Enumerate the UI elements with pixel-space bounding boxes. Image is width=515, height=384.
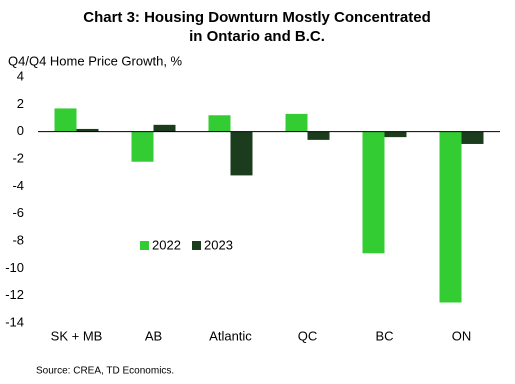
x-tick-label: BC [375, 328, 393, 343]
chart-title: Chart 3: Housing Downturn Mostly Concent… [83, 9, 431, 26]
y-tick-label: 2 [17, 96, 24, 111]
y-tick-label: -14 [5, 314, 24, 329]
bar [54, 108, 77, 132]
x-tick-label: ON [452, 328, 472, 343]
bar [461, 131, 484, 144]
x-tick-label: SK + MB [51, 328, 103, 343]
x-tick-label: AB [145, 328, 162, 343]
bar [208, 115, 231, 132]
legend-swatch [140, 241, 149, 250]
x-tick-label: Atlantic [209, 328, 252, 343]
y-tick-label: 0 [17, 123, 24, 138]
y-axis-label: Q4/Q4 Home Price Growth, % [8, 53, 183, 68]
source: Source: CREA, TD Economics. [36, 366, 174, 377]
legend-label: 2022 [152, 237, 181, 252]
bar [153, 124, 176, 132]
legend-label: 2023 [204, 237, 233, 252]
bar [131, 131, 154, 162]
bar [230, 131, 253, 176]
y-tick-label: 4 [17, 68, 24, 83]
legend-swatch [192, 241, 201, 250]
x-tick-label: QC [298, 328, 318, 343]
bar [384, 131, 407, 138]
chart-title: in Ontario and B.C. [189, 28, 325, 45]
bar [76, 128, 99, 132]
bar [439, 131, 462, 303]
bar [362, 131, 385, 254]
y-tick-label: -6 [12, 205, 24, 220]
y-tick-label: -12 [5, 287, 24, 302]
bar [285, 113, 308, 132]
y-tick-label: -8 [12, 232, 24, 247]
y-tick-label: -2 [12, 150, 24, 165]
bar [307, 131, 330, 140]
y-tick-label: -10 [5, 260, 24, 275]
y-tick-label: -4 [12, 178, 24, 193]
